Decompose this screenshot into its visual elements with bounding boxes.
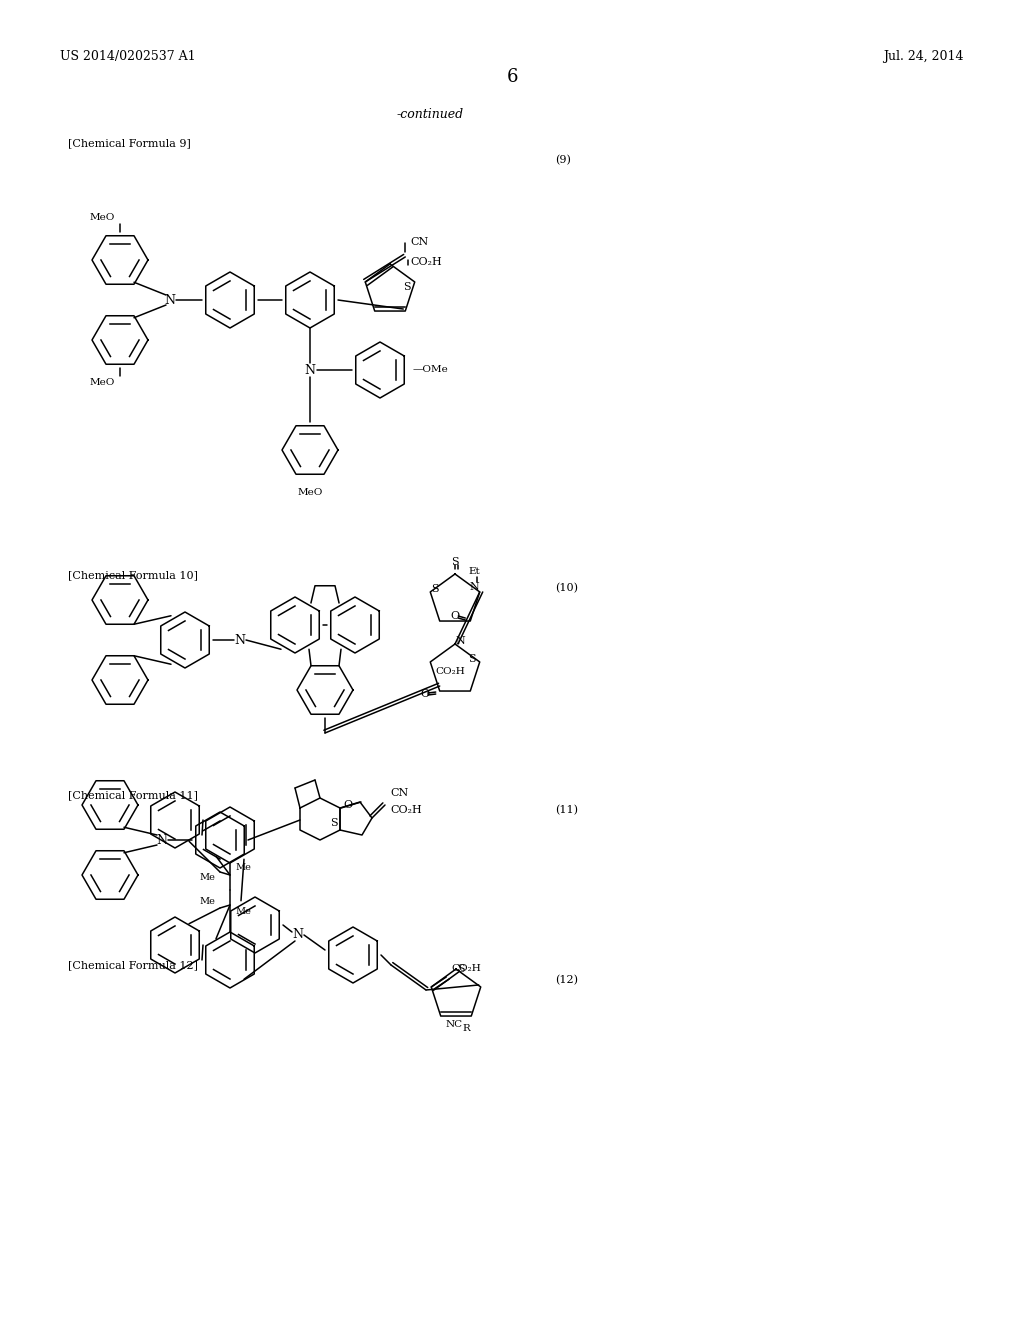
Text: N: N [157, 833, 168, 846]
Text: (11): (11) [555, 805, 578, 816]
Text: Et: Et [469, 568, 480, 577]
Text: O: O [343, 800, 352, 810]
Text: R: R [463, 1023, 470, 1032]
Text: [Chemical Formula 12]: [Chemical Formula 12] [68, 960, 198, 970]
Text: US 2014/0202537 A1: US 2014/0202537 A1 [60, 50, 196, 63]
Text: (9): (9) [555, 154, 570, 165]
Text: N: N [304, 363, 315, 376]
Text: O: O [420, 689, 429, 700]
Text: CO₂H: CO₂H [390, 805, 422, 814]
Text: N: N [165, 293, 175, 306]
Text: CO₂H: CO₂H [452, 965, 481, 973]
Text: S: S [402, 282, 411, 292]
Text: O: O [451, 611, 460, 620]
Text: S: S [457, 964, 465, 974]
Text: Me: Me [199, 898, 215, 907]
Text: CO₂H: CO₂H [411, 257, 442, 267]
Text: N: N [470, 582, 479, 591]
Text: Jul. 24, 2014: Jul. 24, 2014 [884, 50, 964, 63]
Text: S: S [331, 818, 338, 828]
Text: NC: NC [445, 1019, 463, 1028]
Text: [Chemical Formula 11]: [Chemical Formula 11] [68, 789, 198, 800]
Text: N: N [234, 634, 246, 647]
Text: -continued: -continued [396, 108, 464, 121]
Text: N: N [455, 636, 465, 645]
Text: MeO: MeO [90, 378, 115, 387]
Text: Me: Me [234, 908, 251, 916]
Text: Me: Me [199, 874, 215, 883]
Text: S: S [452, 557, 459, 568]
Text: CO₂H: CO₂H [435, 668, 465, 676]
Text: MeO: MeO [90, 213, 115, 222]
Text: —OMe: —OMe [413, 366, 449, 375]
Text: S: S [468, 653, 475, 664]
Text: Me: Me [234, 863, 251, 873]
Text: (12): (12) [555, 975, 578, 985]
Text: S: S [431, 583, 439, 594]
Text: MeO: MeO [297, 488, 323, 498]
Text: 6: 6 [506, 69, 518, 86]
Text: (10): (10) [555, 583, 578, 593]
Text: CN: CN [411, 238, 428, 247]
Text: CN: CN [390, 788, 409, 799]
Text: [Chemical Formula 9]: [Chemical Formula 9] [68, 139, 190, 148]
Text: N: N [293, 928, 303, 941]
Text: [Chemical Formula 10]: [Chemical Formula 10] [68, 570, 198, 579]
